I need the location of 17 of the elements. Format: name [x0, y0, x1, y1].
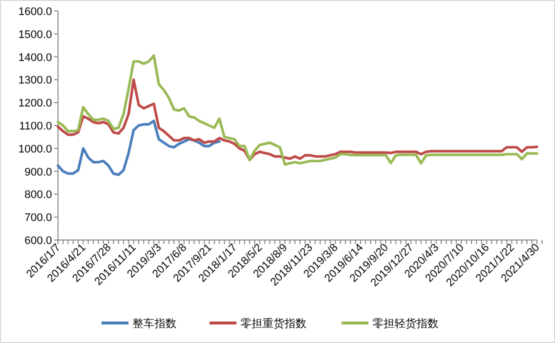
line-series [56, 120, 221, 176]
y-tick-label: 700.0 [24, 212, 52, 224]
y-tick-label: 800.0 [24, 189, 52, 202]
line-series [56, 54, 538, 166]
y-tick-label: 600.0 [24, 235, 52, 247]
legend-label: 零担轻货指数 [372, 318, 438, 330]
y-tick-label: 1400.0 [18, 52, 52, 64]
y-tick-label: 1200.0 [18, 98, 52, 110]
y-tick-label: 1500.0 [18, 28, 52, 41]
legend-label: 整车指数 [132, 317, 176, 330]
y-tick-label: 1600.0 [18, 6, 52, 18]
y-tick-label: 900.0 [24, 166, 52, 178]
line-series [56, 78, 538, 162]
y-tick-label: 1000.0 [18, 143, 52, 156]
y-tick-label: 1100.0 [19, 120, 52, 132]
y-tick-label: 1300.0 [18, 74, 52, 87]
legend-label: 零担重货指数 [240, 317, 306, 330]
